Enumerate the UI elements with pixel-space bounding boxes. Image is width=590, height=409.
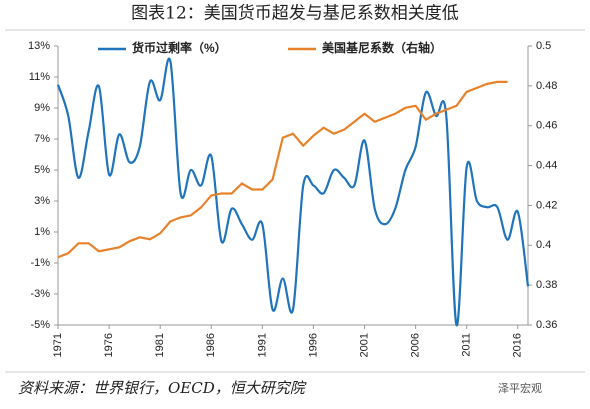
y2-tick-label: 0.44 bbox=[536, 159, 557, 171]
x-tick-label: 1991 bbox=[256, 333, 268, 357]
x-tick-label: 2001 bbox=[358, 333, 370, 357]
x-tick-label: 2011 bbox=[461, 333, 473, 357]
x-tick-label: 2016 bbox=[512, 333, 524, 357]
x-tick-label: 1986 bbox=[205, 333, 217, 357]
y2-tick-label: 0.48 bbox=[536, 80, 557, 92]
y-tick-label: -1% bbox=[30, 257, 50, 269]
y-tick-label: 9% bbox=[34, 102, 50, 114]
y-tick-label: 7% bbox=[34, 133, 50, 145]
y-tick-label: -3% bbox=[30, 288, 50, 300]
y2-tick-label: 0.36 bbox=[536, 319, 557, 331]
x-tick-label: 2006 bbox=[410, 333, 422, 357]
y2-tick-label: 0.4 bbox=[536, 239, 551, 251]
y2-tick-label: 0.38 bbox=[536, 279, 557, 291]
y-tick-label: 3% bbox=[34, 195, 50, 207]
chart-title: 图表12：美国货币超发与基尼系数相关度低 bbox=[131, 4, 459, 24]
y-tick-label: 13% bbox=[28, 40, 50, 52]
y-tick-label: 11% bbox=[29, 71, 50, 83]
y2-tick-label: 0.5 bbox=[536, 40, 551, 52]
y2-tick-label: 0.42 bbox=[536, 199, 557, 211]
y-tick-label: 1% bbox=[34, 226, 50, 238]
x-tick-label: 1976 bbox=[103, 333, 115, 357]
series-line bbox=[56, 57, 530, 327]
y-tick-label: 5% bbox=[34, 164, 50, 176]
legend-label: 美国基尼系数（右轴） bbox=[322, 40, 442, 55]
source-note: 资料来源：世界银行，OECD，恒大研究院 bbox=[18, 379, 307, 397]
y-tick-label: -5% bbox=[30, 319, 50, 331]
y2-tick-label: 0.46 bbox=[536, 120, 557, 132]
x-tick-label: 1981 bbox=[154, 333, 166, 357]
watermark: 泽平宏观 bbox=[498, 381, 542, 395]
x-tick-label: 1971 bbox=[52, 333, 64, 357]
x-tick-label: 1996 bbox=[307, 333, 319, 357]
series-line bbox=[57, 80, 508, 259]
legend-label: 货币过剩率（%） bbox=[132, 40, 227, 55]
